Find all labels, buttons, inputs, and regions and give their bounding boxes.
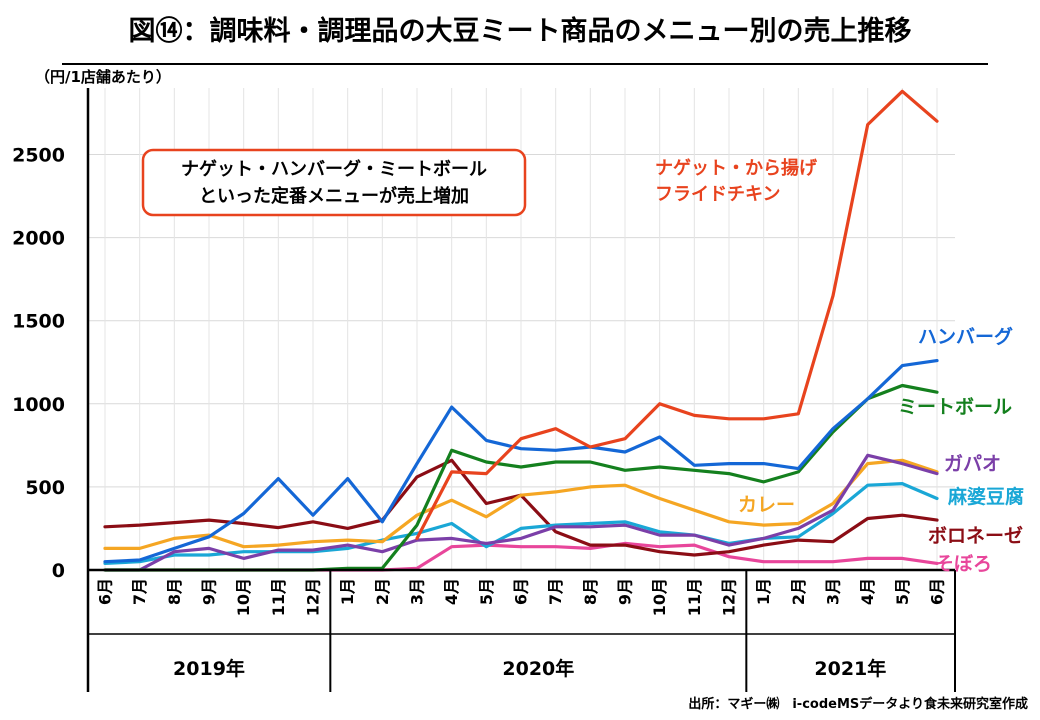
x-tick-3: 9月 [200, 578, 219, 605]
x-tick-9: 3月 [408, 578, 427, 605]
year-label-0: 2019年 [173, 657, 245, 680]
y-tick-0: 0 [52, 560, 65, 582]
x-tick-5: 11月 [269, 578, 288, 616]
series-line-7 [415, 89, 939, 540]
series-line-4 [103, 453, 939, 572]
series-line-2 [103, 482, 939, 565]
series-label-3: カレー [738, 494, 795, 516]
x-tick-0: 6月 [96, 578, 115, 605]
series-lines [103, 89, 939, 572]
x-tick-12: 6月 [512, 578, 531, 605]
x-tick-17: 11月 [685, 578, 704, 616]
x-tick-18: 12月 [720, 578, 739, 616]
x-tick-16: 10月 [650, 578, 669, 616]
year-labels: 2019年 2020年 2021年 [173, 657, 886, 680]
series-label-5: ミートボール [898, 396, 1012, 418]
series-label-7-line-0: ナゲット・から揚げ [655, 157, 818, 179]
year-label-2: 2021年 [814, 657, 886, 680]
chart-title: 図⑭：調味料・調理品の大豆ミート商品のメニュー別の売上推移 [129, 15, 912, 47]
x-tick-labels: 6月 7月 8月 9月 10月 11月 12月 1月 2月 3月 4月 5月 6月 7月 8月 9月 10月 11… [96, 578, 947, 616]
annotation-line-2: といった定番メニューが売上増加 [199, 185, 469, 207]
y-tick-2500: 2500 [12, 144, 65, 166]
x-tick-7: 1月 [338, 578, 357, 605]
x-tick-20: 2月 [789, 578, 808, 605]
series-line-6 [103, 359, 939, 564]
series-line-3 [103, 458, 939, 550]
series-labels: そぼろ ボロネーゼ 麻婆豆腐 カレー ガパオ ミートボール ハンバーグ ナゲット・から揚げフラ… [655, 157, 1024, 575]
annotation-line-1: ナゲット・ハンバーグ・ミートボール [181, 158, 487, 180]
axes [86, 88, 956, 692]
x-tick-4: 10月 [234, 578, 253, 616]
series-label-4: ガパオ [944, 453, 1001, 475]
annotation-box [141, 148, 527, 217]
source-note: 出所：マギー㈱ i-codeMSデータより食未来研究室作成 [688, 696, 1028, 712]
y-axis-unit: （円/1店舗あたり） [35, 68, 171, 86]
x-tick-21: 3月 [824, 578, 843, 605]
y-tick-1000: 1000 [12, 394, 65, 416]
x-tick-8: 2月 [373, 578, 392, 605]
x-tick-13: 7月 [546, 578, 565, 605]
series-label-0: そぼろ [935, 553, 992, 575]
year-label-1: 2020年 [502, 657, 574, 680]
x-tick-6: 12月 [304, 578, 323, 616]
series-label-2: 麻婆豆腐 [947, 485, 1024, 508]
x-tick-24: 6月 [928, 578, 947, 605]
y-tick-500: 500 [25, 477, 65, 499]
x-tick-1: 7月 [130, 578, 149, 605]
x-tick-2: 8月 [165, 578, 184, 605]
y-tick-labels: 0 500 1000 1500 2000 2500 [12, 144, 65, 582]
x-tick-15: 9月 [616, 578, 635, 605]
x-tick-22: 4月 [858, 578, 877, 605]
series-label-1: ボロネーゼ [928, 524, 1023, 547]
x-tick-14: 8月 [581, 578, 600, 605]
series-label-6: ハンバーグ [918, 325, 1013, 348]
x-tick-10: 4月 [442, 578, 461, 605]
y-tick-1500: 1500 [12, 311, 65, 333]
y-tick-2000: 2000 [12, 228, 65, 250]
x-tick-23: 5月 [893, 578, 912, 605]
x-tick-19: 1月 [754, 578, 773, 605]
x-tick-11: 5月 [477, 578, 496, 605]
series-label-7-line-1: フライドチキン [655, 184, 780, 205]
